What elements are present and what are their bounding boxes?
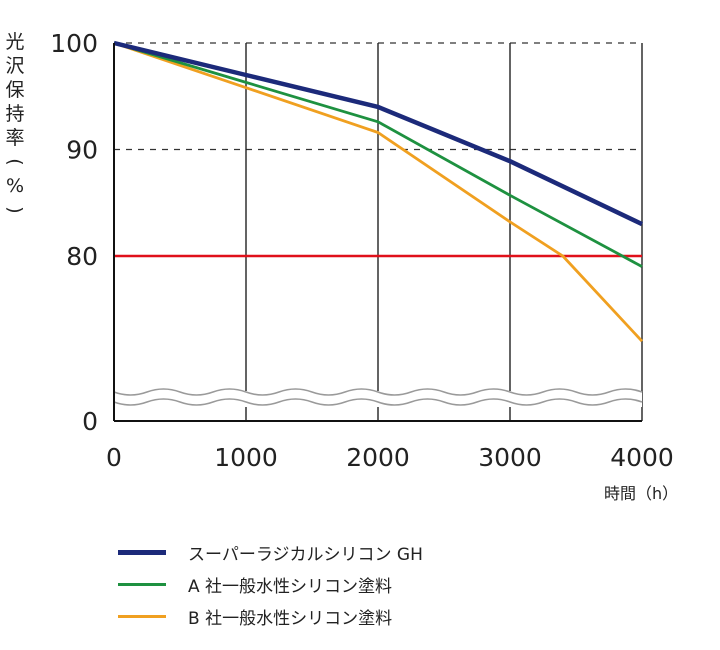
legend-swatch <box>118 549 166 555</box>
legend-item: スーパーラジカルシリコン GH <box>118 536 423 568</box>
x-tick-label: 0 <box>106 443 122 472</box>
y-axis-title-char: ( <box>4 158 26 166</box>
y-axis-title-char: 持 <box>5 103 25 125</box>
series-line-2 <box>113 41 643 268</box>
y-axis-title-char: 保 <box>5 79 25 101</box>
legend-label: A 社一般水性シリコン塗料 <box>188 576 393 597</box>
legend-swatch <box>118 582 166 586</box>
x-tick-label: 4000 <box>610 443 674 472</box>
y-axis-title-char: ) <box>4 206 26 214</box>
x-tick-label: 3000 <box>478 443 542 472</box>
series-line-1 <box>113 40 643 227</box>
axis-break-wave <box>113 398 643 406</box>
y-tick-label: 100 <box>50 29 98 58</box>
y-axis-title-char: 光 <box>5 31 25 53</box>
legend-label: B 社一般水性シリコン塗料 <box>188 608 393 629</box>
legend: スーパーラジカルシリコン GH A 社一般水性シリコン塗料 B 社一般水性シリコン塗… <box>118 536 423 632</box>
x-tick-label: 1000 <box>214 443 278 472</box>
x-axis-title: 時間（h） <box>604 484 679 503</box>
legend-item: A 社一般水性シリコン塗料 <box>118 568 423 600</box>
axis-break-marks <box>113 388 643 407</box>
legend-swatch <box>118 614 166 618</box>
x-tick-label: 2000 <box>346 443 410 472</box>
y-tick-label: 0 <box>82 407 98 436</box>
y-tick-label: 80 <box>66 242 98 271</box>
axes <box>113 43 642 422</box>
series-group <box>113 40 644 343</box>
y-tick-label: 90 <box>66 136 98 165</box>
y-tick-labels: 0 80 90 100 <box>50 29 98 436</box>
y-axis-title-char: % <box>5 175 25 197</box>
legend-item: B 社一般水性シリコン塗料 <box>118 600 423 632</box>
x-tick-labels: 0 1000 2000 3000 4000 <box>106 443 674 472</box>
legend-label: スーパーラジカルシリコン GH <box>188 544 423 565</box>
y-axis-title-char: 沢 <box>5 55 25 77</box>
grid <box>114 42 643 421</box>
y-axis-title-char: 率 <box>5 127 25 149</box>
series-line-3 <box>113 41 644 343</box>
axis-break-wave <box>113 388 643 396</box>
y-axis-title: 光沢保持率 (%) <box>4 30 26 222</box>
